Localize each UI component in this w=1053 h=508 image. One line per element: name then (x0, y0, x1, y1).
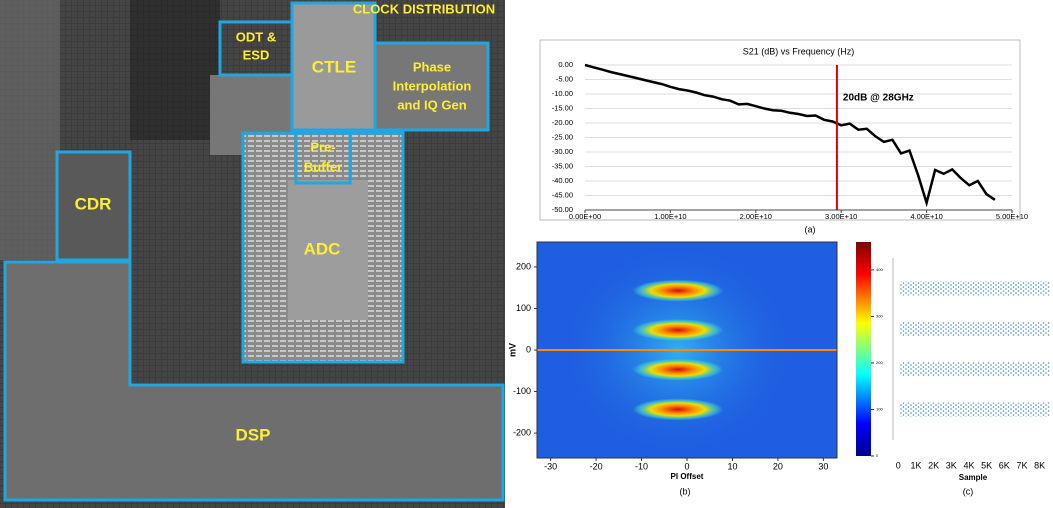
block-label: DSP (236, 425, 271, 444)
die-region (130, 0, 220, 140)
x-tick-label: 0 (896, 460, 901, 470)
x-tick-label: 6K (999, 460, 1010, 470)
y-tick-label: 200 (516, 261, 531, 271)
x-tick-label: 0.00E+00 (569, 212, 601, 221)
colorbar-tick-label: 0 (876, 453, 879, 458)
y-tick-label: -200 (513, 427, 531, 437)
x-tick-label: 2K (928, 460, 939, 470)
y-tick-label: -10.00 (552, 89, 573, 98)
y-tick-label: -15.00 (552, 103, 573, 112)
x-tick-label: 8K (1034, 460, 1045, 470)
block-label: CDR (75, 194, 112, 213)
sample-cluster (899, 281, 1050, 295)
figure: CLOCK DISTRIBUTION ODT & ESD CTLE Phase … (0, 0, 1053, 508)
block-label: ODT & (236, 29, 276, 44)
y-axis-label: mV (507, 343, 517, 357)
y-tick-label: -30.00 (552, 147, 573, 156)
x-tick-label: 4K (963, 460, 974, 470)
block-label: and IQ Gen (397, 97, 466, 112)
sample-cluster (899, 362, 1050, 376)
colorbar (856, 242, 871, 456)
x-tick-label: -10 (635, 461, 648, 471)
x-tick-label: 4.00E+10 (910, 212, 942, 221)
y-tick-label: 0 (526, 344, 531, 354)
y-tick-label: -20.00 (552, 118, 573, 127)
y-tick-label: -25.00 (552, 132, 573, 141)
eye-level (632, 359, 723, 381)
chart-title: S21 (dB) vs Frequency (Hz) (743, 46, 855, 56)
y-tick-label: 0.00 (558, 60, 573, 69)
block-label: Pre- (310, 139, 335, 154)
y-tick-label: 100 (516, 303, 531, 313)
eye-level (632, 280, 723, 302)
y-tick-label: -40.00 (552, 176, 573, 185)
die-region (0, 0, 60, 260)
x-tick-label: 30 (818, 461, 828, 471)
y-tick-label: -100 (513, 386, 531, 396)
x-axis-label: PI Offset (671, 472, 704, 481)
block-label: Buffer (304, 159, 342, 174)
sample-cluster (899, 322, 1050, 336)
block-label: Interpolation (393, 78, 472, 93)
block-label: Phase (413, 59, 451, 74)
x-axis-label: Sample (959, 473, 988, 482)
x-tick-label: 7K (1016, 460, 1027, 470)
chart-frame (540, 40, 1020, 220)
eye-level (632, 398, 723, 420)
x-tick-label: 1.00E+10 (654, 212, 686, 221)
colorbar-tick-label: 300 (876, 313, 883, 318)
die-photo: CLOCK DISTRIBUTION ODT & ESD CTLE Phase … (0, 0, 505, 508)
block-label: CTLE (312, 57, 356, 76)
block-label: ESD (243, 47, 270, 62)
block-label: CLOCK DISTRIBUTION (353, 1, 495, 16)
caption: (a) (805, 224, 816, 234)
x-tick-label: 5.00E+10 (996, 212, 1028, 221)
x-tick-label: -30 (544, 461, 557, 471)
block-label: ADC (304, 239, 341, 258)
y-tick-label: -35.00 (552, 161, 573, 170)
x-tick-label: -20 (590, 461, 603, 471)
caption: (b) (680, 486, 691, 496)
x-tick-label: 20 (773, 461, 783, 471)
eye-level (632, 319, 723, 341)
annotation: 20dB @ 28GHz (843, 93, 914, 104)
x-tick-label: 0 (684, 461, 689, 471)
colorbar-tick-label: 400 (876, 267, 883, 272)
x-tick-label: 2.00E+10 (740, 212, 772, 221)
y-tick-label: -45.00 (552, 190, 573, 199)
colorbar-tick-label: 200 (876, 360, 883, 365)
x-tick-label: 3K (946, 460, 957, 470)
x-tick-label: 5K (981, 460, 992, 470)
y-tick-label: -5.00 (556, 74, 573, 83)
x-tick-label: 1K (910, 460, 921, 470)
x-tick-label: 3.00E+10 (825, 212, 857, 221)
line-series (585, 65, 1012, 206)
caption: (c) (963, 486, 974, 496)
sample-cluster (899, 403, 1050, 417)
x-tick-label: 10 (727, 461, 737, 471)
colorbar-tick-label: 100 (876, 407, 883, 412)
